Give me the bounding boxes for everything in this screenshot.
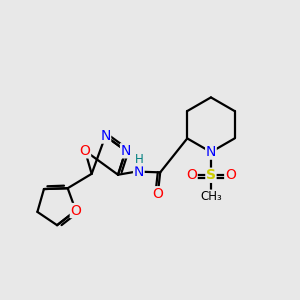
- Text: N: N: [134, 165, 144, 179]
- Text: O: O: [80, 144, 91, 158]
- Text: O: O: [152, 187, 163, 201]
- Text: N: N: [100, 129, 111, 143]
- Text: H: H: [135, 153, 144, 166]
- Text: CH₃: CH₃: [200, 190, 222, 203]
- Text: O: O: [225, 168, 236, 182]
- Text: O: O: [70, 204, 81, 218]
- Text: O: O: [186, 168, 197, 182]
- Text: N: N: [206, 145, 216, 159]
- Text: N: N: [121, 144, 131, 158]
- Text: S: S: [206, 168, 216, 182]
